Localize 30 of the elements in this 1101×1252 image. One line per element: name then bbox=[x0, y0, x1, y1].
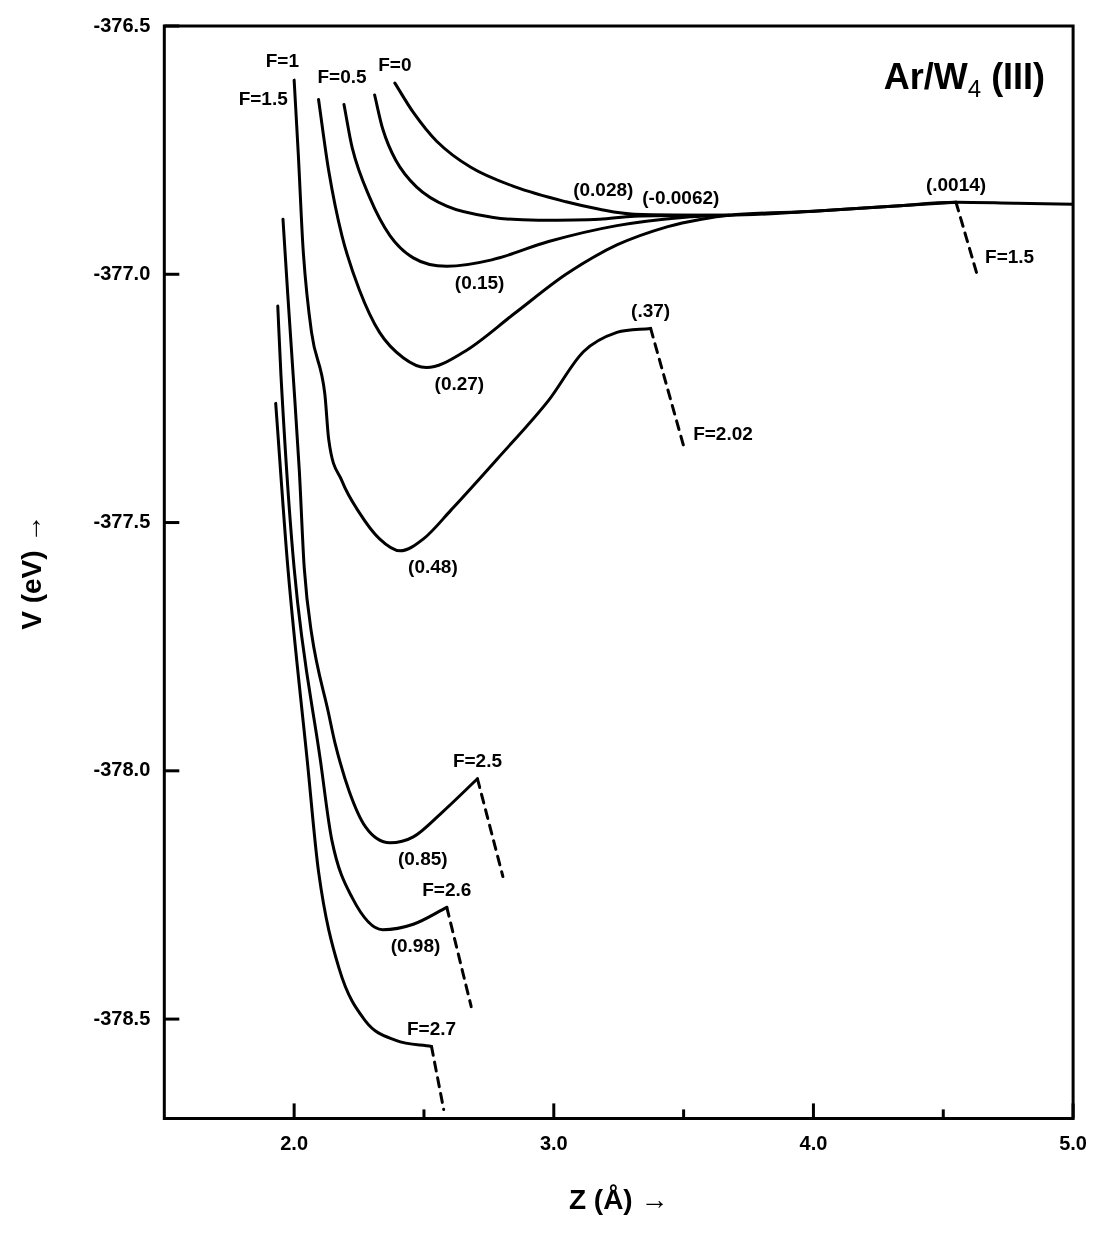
annotation: F=1.5 bbox=[238, 87, 289, 109]
y-tick-label: -378.0 bbox=[93, 758, 151, 781]
annotation: F=1.5 bbox=[985, 245, 1035, 267]
annotation: (0.27) bbox=[434, 372, 485, 394]
y-tick-label: -376.5 bbox=[93, 13, 151, 36]
annotation: F=2.5 bbox=[452, 750, 503, 771]
annotation: (0.15) bbox=[454, 271, 505, 293]
x-tick-label: 4.0 bbox=[799, 1131, 828, 1154]
text: Ar/W$_{4}$ (III) bbox=[883, 56, 1046, 104]
annotation: (.37) bbox=[631, 299, 671, 321]
annotation: (0.98) bbox=[390, 934, 441, 956]
y-tick-label: -377.0 bbox=[93, 261, 151, 284]
x-tick-label: 2.0 bbox=[280, 1131, 309, 1154]
annotation: F=2.7 bbox=[406, 1017, 457, 1039]
annotation: F=2.6 bbox=[422, 878, 472, 900]
annotation: (0.028) bbox=[573, 179, 634, 201]
annotation: F=1 bbox=[265, 50, 300, 72]
y-tick-label: -378.5 bbox=[93, 1006, 151, 1029]
y-tick-label: -377.5 bbox=[93, 510, 151, 533]
annotation: F=2.02 bbox=[693, 422, 753, 444]
x-axis-title: Z (Å) → bbox=[568, 1183, 669, 1215]
x-tick-label: 5.0 bbox=[1059, 1131, 1087, 1154]
annotation: F=0 bbox=[378, 54, 412, 76]
annotation: (-0.0062) bbox=[642, 187, 720, 209]
x-tick-label: 3.0 bbox=[539, 1131, 568, 1154]
annotation: (.0014) bbox=[925, 173, 987, 195]
y-axis-title: V (eV) → bbox=[15, 514, 47, 630]
annotation: (0.85) bbox=[397, 848, 448, 870]
annotation: (0.48) bbox=[408, 556, 458, 578]
annotation: F=0.5 bbox=[317, 66, 368, 88]
